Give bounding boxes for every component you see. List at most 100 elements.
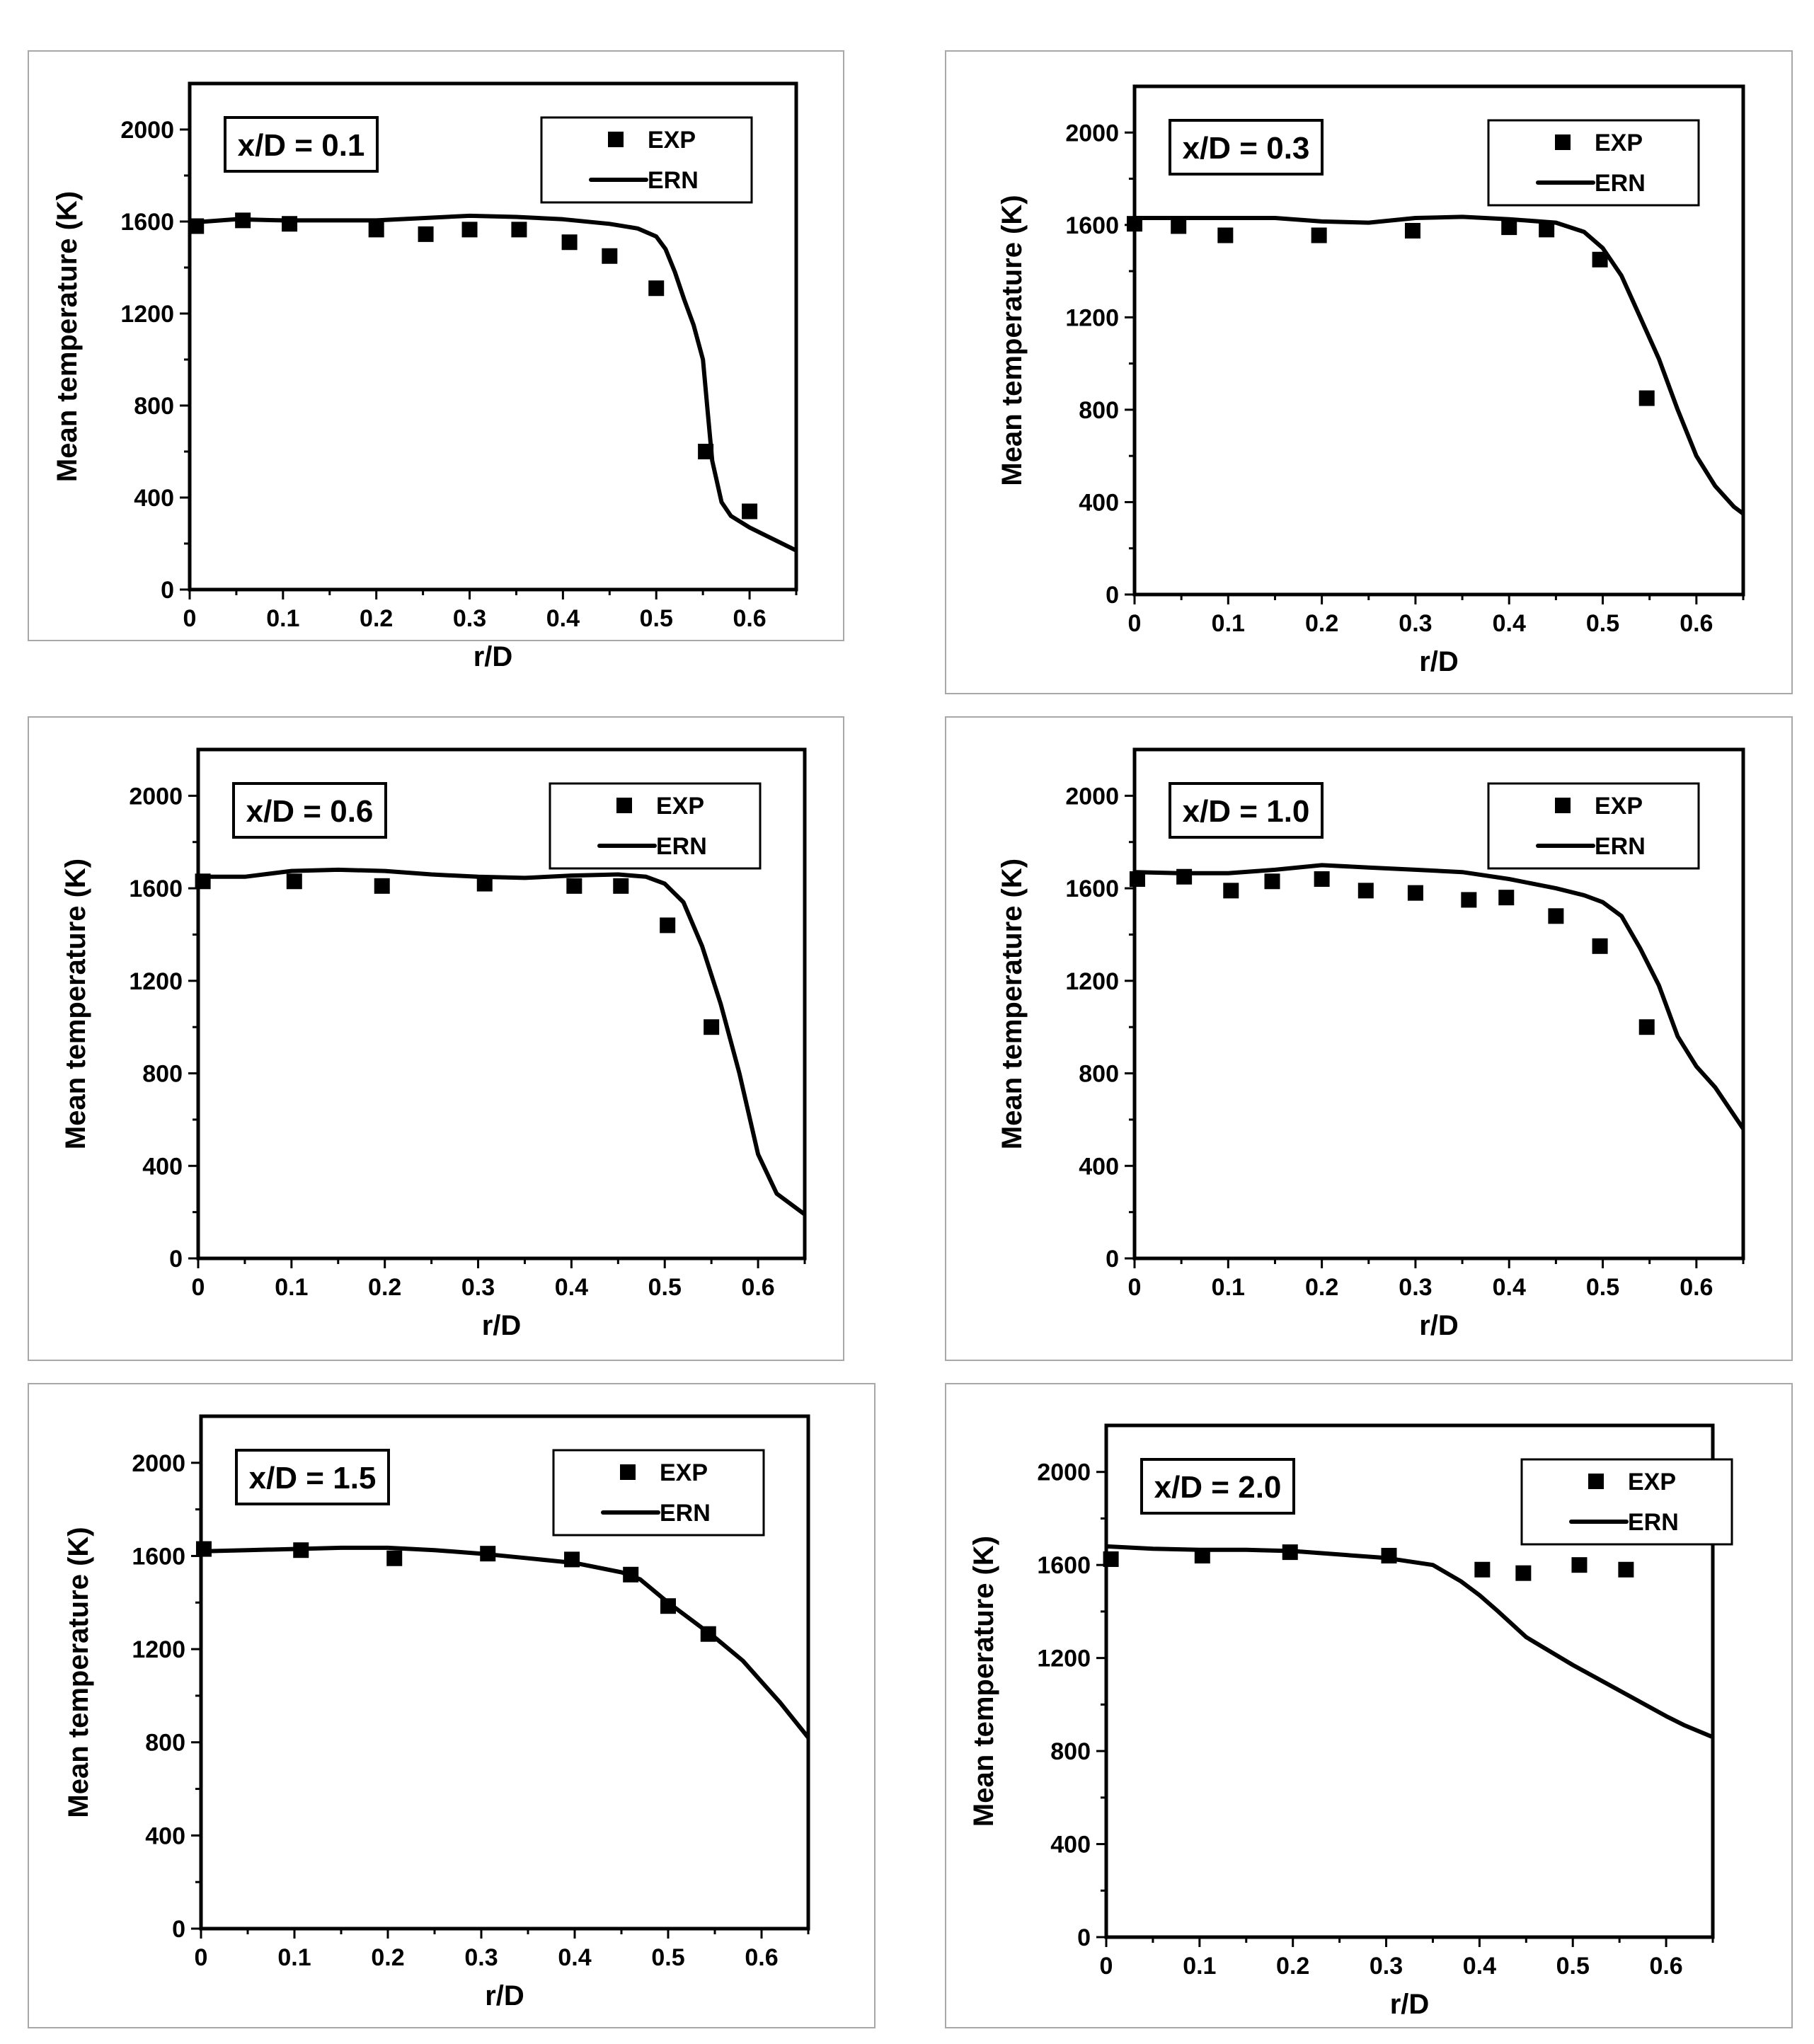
legend-ern-label: ERN bbox=[660, 1500, 711, 1527]
exp-point bbox=[1314, 871, 1330, 888]
legend-exp-marker bbox=[608, 132, 624, 147]
legend-box bbox=[1520, 1458, 1733, 1546]
y-tick-label: 2000 bbox=[120, 117, 174, 144]
exp-point bbox=[742, 503, 758, 519]
exp-point bbox=[1404, 222, 1420, 239]
exp-point bbox=[613, 878, 629, 894]
x-tick-label: 0.3 bbox=[461, 1274, 495, 1301]
legend-exp-label: EXP bbox=[1595, 130, 1643, 156]
exp-point bbox=[561, 234, 578, 251]
chart-panel-3: 0 400 800 1200 1600 2000 0 0.1 0.2 0.3 0.4 0.5 0.6 r/… bbox=[28, 716, 844, 1361]
x-tick-label: 0.3 bbox=[1399, 610, 1432, 637]
x-axis-label: r/D bbox=[1390, 1989, 1430, 2020]
exp-point bbox=[1194, 1548, 1210, 1564]
x-tick-label: 0.4 bbox=[558, 1944, 591, 1971]
annotation-text: x/D = 0.3 bbox=[1183, 131, 1310, 166]
exp-point bbox=[1176, 868, 1193, 885]
chart-panel-4: 0 400 800 1200 1600 2000 0 0.1 0.2 0.3 0.4 0.5 0.6 r/… bbox=[945, 716, 1793, 1361]
legend-exp-marker bbox=[1555, 134, 1571, 150]
plot-area bbox=[188, 81, 798, 592]
annotation-box bbox=[232, 782, 387, 839]
exp-series bbox=[1103, 1544, 1634, 1581]
ern-series bbox=[1135, 863, 1743, 1131]
exp-point bbox=[1638, 390, 1655, 406]
exp-point bbox=[188, 218, 205, 234]
x-tick-label: 0.6 bbox=[1649, 1953, 1682, 1980]
exp-point bbox=[1217, 227, 1234, 243]
exp-point bbox=[623, 1566, 639, 1583]
exp-point bbox=[1311, 227, 1327, 243]
x-tick-label: 0 bbox=[1128, 610, 1142, 637]
exp-point bbox=[660, 917, 676, 934]
legend-exp-marker bbox=[620, 1464, 636, 1480]
x-tick-label: 0.5 bbox=[640, 605, 673, 632]
x-tick-label: 0.6 bbox=[1680, 1274, 1713, 1301]
x-tick-label: 0.2 bbox=[1276, 1953, 1309, 1980]
chart-panel-5: 0 400 800 1200 1600 2000 0 0.1 0.2 0.3 0.4 0.5 0.6 r/… bbox=[28, 1383, 876, 2028]
y-tick-label: 2000 bbox=[1065, 783, 1119, 810]
exp-point bbox=[1171, 218, 1187, 234]
annotation-text: x/D = 0.6 bbox=[246, 794, 374, 829]
x-tick-label: 0.3 bbox=[453, 605, 486, 632]
ern-series bbox=[198, 867, 805, 1217]
chart-panel-1: 0 400 800 1200 1600 2000 0 0.1 0.2 0.3 0.4 0.5 0.6 r/… bbox=[28, 50, 844, 672]
legend-exp-marker bbox=[616, 798, 632, 813]
x-axis-label: r/D bbox=[1419, 646, 1459, 677]
chart-panel-6: 0 400 800 1200 1600 2000 0 0.1 0.2 0.3 0.4 0.5 0.6 r/… bbox=[945, 1383, 1793, 2028]
x-tick-label: 0 bbox=[192, 1274, 205, 1301]
exp-point bbox=[282, 216, 298, 232]
y-tick-label: 2000 bbox=[1065, 120, 1119, 147]
exp-point bbox=[1638, 1019, 1655, 1035]
plot-area bbox=[196, 747, 807, 1261]
x-tick-label: 0.1 bbox=[1183, 1953, 1216, 1980]
plot-area bbox=[199, 1414, 810, 1931]
exp-point bbox=[418, 226, 434, 242]
exp-point bbox=[602, 248, 618, 264]
legend-ern-label: ERN bbox=[1628, 1509, 1679, 1536]
x-tick-label: 0.3 bbox=[1399, 1274, 1432, 1301]
exp-point bbox=[461, 222, 478, 238]
exp-point bbox=[1407, 885, 1423, 901]
y-tick-label: 2000 bbox=[132, 1450, 185, 1477]
legend-exp-marker bbox=[1588, 1474, 1604, 1489]
y-tick-label: 800 bbox=[1050, 1738, 1091, 1765]
ern-series bbox=[1106, 1544, 1713, 1740]
y-axis-label: Mean temperature (K) bbox=[60, 859, 91, 1149]
exp-point bbox=[195, 1541, 212, 1557]
legend-box bbox=[549, 782, 762, 870]
exp-point bbox=[1282, 1544, 1298, 1561]
y-tick-label: 800 bbox=[142, 1061, 183, 1088]
x-tick-label: 0.5 bbox=[651, 1944, 684, 1971]
x-axis-label: r/D bbox=[485, 1980, 524, 2011]
plot-area bbox=[1132, 84, 1745, 597]
ern-series bbox=[1135, 214, 1743, 516]
x-tick-label: 0.2 bbox=[360, 605, 393, 632]
exp-point bbox=[480, 1546, 496, 1562]
x-tick-label: 0.1 bbox=[1212, 1274, 1245, 1301]
exp-point bbox=[1571, 1557, 1588, 1573]
y-tick-label: 2000 bbox=[129, 783, 183, 810]
annotation-text: x/D = 2.0 bbox=[1154, 1470, 1282, 1505]
legend-box bbox=[1487, 782, 1700, 870]
exp-point bbox=[1548, 908, 1564, 924]
x-tick-label: 0.4 bbox=[546, 605, 580, 632]
ern-series bbox=[201, 1545, 808, 1740]
ern-line bbox=[1135, 214, 1743, 516]
y-tick-label: 800 bbox=[145, 1730, 185, 1757]
y-tick-label: 400 bbox=[1050, 1832, 1091, 1859]
ern-line bbox=[1135, 863, 1743, 1131]
y-tick-label: 0 bbox=[1077, 1924, 1091, 1951]
legend-box bbox=[1487, 119, 1700, 207]
y-axis-label: Mean temperature (K) bbox=[63, 1527, 94, 1818]
y-tick-label: 1200 bbox=[132, 1636, 185, 1663]
ern-line bbox=[190, 213, 796, 553]
x-tick-label: 0.2 bbox=[1305, 1274, 1338, 1301]
legend-ern-label: ERN bbox=[1595, 170, 1646, 197]
y-axis-label: Mean temperature (K) bbox=[997, 195, 1028, 486]
exp-point bbox=[1264, 873, 1280, 890]
x-axis-label: r/D bbox=[1419, 1310, 1459, 1341]
x-tick-label: 0.1 bbox=[1212, 610, 1245, 637]
exp-point bbox=[293, 1542, 309, 1558]
y-tick-label: 1600 bbox=[1037, 1552, 1091, 1579]
legend-exp-label: EXP bbox=[1628, 1469, 1676, 1495]
